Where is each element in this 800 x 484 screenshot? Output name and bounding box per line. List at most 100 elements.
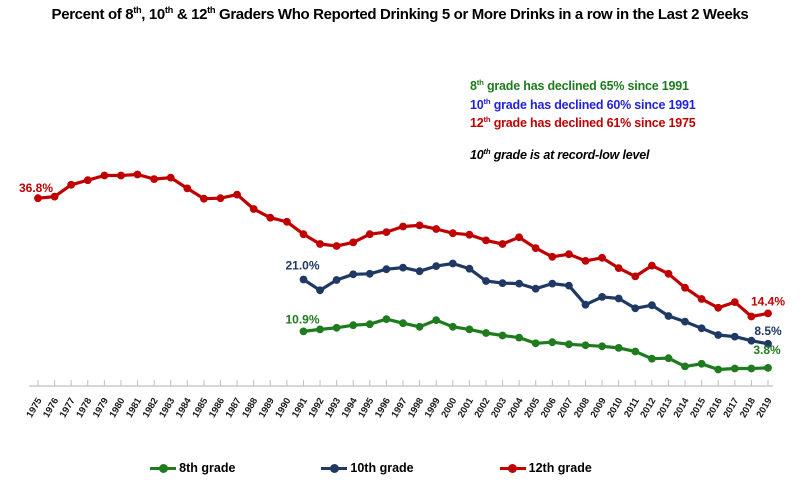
data-point-10th-grade — [548, 279, 557, 288]
x-axis-label: 1993 — [323, 396, 343, 420]
data-point-12th-grade — [382, 228, 391, 237]
x-axis-label: 1976 — [41, 396, 61, 420]
data-point-12th-grade — [399, 222, 407, 231]
data-point-12th-grade — [531, 244, 540, 253]
legend-label-10th-grade: 10th grade — [350, 461, 414, 475]
legend: 8th grade 10th grade 12th grade — [0, 461, 771, 475]
x-axis-label: 1984 — [174, 395, 194, 419]
data-point-12th-grade — [415, 221, 424, 230]
x-axis-label: 2018 — [738, 396, 758, 420]
data-point-10th-grade — [697, 324, 706, 333]
data-point-8th-grade — [714, 365, 723, 374]
data-point-8th-grade — [316, 325, 324, 334]
x-axis-label: 2002 — [472, 396, 492, 420]
legend-label-8th-grade: 8th grade — [179, 461, 236, 475]
data-point-12th-grade — [34, 194, 42, 203]
x-axis-label: 1997 — [390, 396, 410, 420]
data-point-12th-grade — [664, 269, 673, 278]
data-point-12th-grade — [67, 180, 76, 189]
data-point-8th-grade — [415, 322, 424, 331]
data-point-10th-grade — [565, 281, 573, 290]
x-axis-label: 1975 — [25, 395, 45, 419]
x-axis-label: 1980 — [107, 396, 127, 420]
x-axis-label: 2007 — [555, 396, 575, 420]
data-point-10th-grade — [631, 304, 640, 313]
data-point-8th-grade — [548, 338, 557, 347]
x-axis-label: 1979 — [91, 396, 111, 420]
data-point-12th-grade — [565, 250, 573, 259]
point-value-label: 14.4% — [751, 294, 785, 308]
data-point-12th-grade — [747, 312, 756, 321]
x-axis-label: 2013 — [655, 396, 675, 420]
x-axis-label: 2012 — [638, 396, 658, 420]
data-point-8th-grade — [565, 340, 573, 349]
data-point-10th-grade — [465, 264, 474, 273]
x-axis-label: 1992 — [307, 396, 327, 420]
data-point-10th-grade — [681, 317, 689, 326]
x-axis-label: 2019 — [755, 396, 775, 420]
chart-title: Percent of 8th, 10th & 12th Graders Who … — [51, 5, 749, 23]
data-point-8th-grade — [482, 329, 490, 337]
data-point-12th-grade — [714, 303, 723, 312]
data-point-12th-grade — [249, 205, 258, 213]
data-point-12th-grade — [432, 225, 441, 233]
data-point-12th-grade — [117, 171, 125, 180]
data-point-12th-grade — [183, 184, 192, 193]
data-point-12th-grade — [332, 242, 341, 250]
data-point-10th-grade — [764, 339, 772, 348]
data-point-12th-grade — [498, 240, 507, 248]
point-value-label: 21.0% — [285, 259, 319, 273]
data-point-10th-grade — [664, 312, 673, 320]
data-point-8th-grade — [764, 364, 772, 372]
data-point-8th-grade — [531, 339, 540, 348]
data-point-8th-grade — [730, 364, 739, 373]
x-axis-label: 1987 — [224, 396, 244, 420]
data-point-10th-grade — [349, 270, 358, 279]
data-point-8th-grade — [299, 327, 308, 336]
data-point-10th-grade — [747, 336, 756, 345]
data-point-12th-grade — [648, 261, 656, 270]
data-point-10th-grade — [382, 265, 391, 274]
x-axis-label: 2016 — [705, 396, 725, 420]
x-axis-label: 1994 — [340, 395, 360, 419]
data-point-8th-grade — [598, 342, 606, 351]
data-point-12th-grade — [515, 233, 523, 242]
data-point-12th-grade — [216, 194, 225, 203]
data-point-12th-grade — [50, 192, 59, 201]
data-point-8th-grade — [648, 354, 656, 363]
data-point-12th-grade — [448, 229, 457, 238]
annotation-record-low-note: 10th grade is at record-low level — [470, 146, 650, 162]
data-point-10th-grade — [432, 262, 441, 270]
data-point-12th-grade — [233, 190, 242, 199]
data-point-12th-grade — [83, 176, 92, 185]
data-point-8th-grade — [581, 341, 590, 350]
data-point-10th-grade — [299, 275, 308, 284]
legend-label-12th-grade: 12th grade — [528, 461, 592, 475]
legend-item-10th-grade: 10th grade — [321, 461, 414, 475]
data-point-10th-grade — [399, 263, 407, 272]
series-line-12th-grade — [37, 172, 769, 319]
x-axis-label: 2009 — [589, 396, 609, 420]
x-axis-label: 2000 — [439, 396, 459, 420]
data-point-12th-grade — [133, 170, 142, 179]
annotations-block: 8th grade has declined 65% since 1991 10… — [470, 77, 696, 162]
data-point-10th-grade — [316, 286, 324, 295]
point-value-label: 3.8% — [753, 343, 781, 357]
point-value-label: 8.5% — [754, 324, 782, 338]
data-point-8th-grade — [664, 354, 673, 363]
x-axis-label: 2004 — [506, 395, 526, 419]
data-point-12th-grade — [465, 230, 474, 239]
x-axis-label: 1983 — [157, 396, 177, 420]
data-point-10th-grade — [415, 267, 424, 276]
data-point-12th-grade — [614, 264, 623, 272]
x-axis-label: 2001 — [456, 395, 476, 419]
data-point-12th-grade — [166, 173, 175, 182]
data-point-8th-grade — [465, 325, 474, 334]
point-value-label: 36.8% — [19, 181, 53, 195]
x-axis-label: 1991 — [290, 395, 310, 419]
data-point-8th-grade — [515, 333, 523, 342]
data-point-12th-grade — [349, 238, 358, 247]
x-axis-label: 1986 — [207, 396, 227, 420]
legend-item-8th-grade: 8th grade — [150, 461, 235, 475]
